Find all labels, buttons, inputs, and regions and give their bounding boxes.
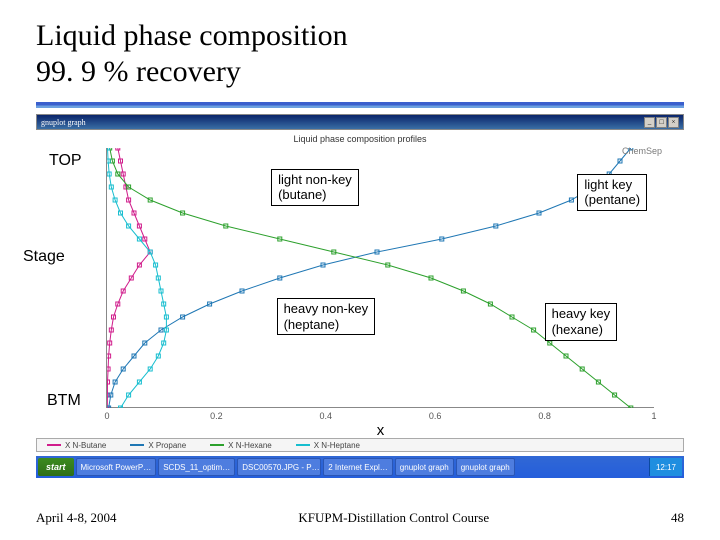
footer-page: 48	[671, 510, 684, 526]
legend-item: X N-Hexane	[210, 441, 272, 450]
legend-bar: X N-Butane X Propane X N-Hexane X N-Heptane	[36, 438, 684, 452]
maximize-button[interactable]: □	[656, 117, 667, 128]
plot-svg	[107, 148, 647, 408]
taskbar: start Microsoft PowerP…SCDS_11_optim…DSC…	[36, 456, 684, 478]
taskbar-button[interactable]: SCDS_11_optim…	[158, 458, 235, 476]
x-tick: 0.8	[538, 411, 551, 421]
window-title-text: gnuplot graph	[41, 118, 86, 127]
window-titlebar: gnuplot graph _ □ ×	[36, 114, 684, 130]
legend-item: X Propane	[130, 441, 186, 450]
label-top: TOP	[49, 152, 82, 170]
minimize-button[interactable]: _	[644, 117, 655, 128]
x-tick: 0.2	[210, 411, 223, 421]
x-tick: 0.6	[429, 411, 442, 421]
slide-footer: April 4-8, 2004 KFUPM-Distillation Contr…	[36, 510, 684, 526]
taskbar-button[interactable]: gnuplot graph	[395, 458, 454, 476]
slide-title: Liquid phase composition 99. 9 % recover…	[0, 0, 720, 96]
taskbar-button[interactable]: 2 Internet Expl…	[323, 458, 393, 476]
taskbar-button[interactable]: DSC00570.JPG - P…	[237, 458, 321, 476]
legend-item: X N-Butane	[47, 441, 106, 450]
annotation-butane: light non-key(butane)	[271, 169, 359, 206]
chart-window: gnuplot graph _ □ × Liquid phase composi…	[36, 114, 684, 434]
annotation-pentane: light key(pentane)	[577, 174, 647, 211]
watermark: ChemSep	[622, 146, 662, 156]
title-line-1: Liquid phase composition	[36, 18, 720, 54]
taskbar-button[interactable]: gnuplot graph	[456, 458, 515, 476]
x-tick: 1	[651, 411, 656, 421]
plot-title: Liquid phase composition profiles	[36, 130, 684, 144]
footer-course: KFUPM-Distillation Control Course	[298, 510, 489, 526]
plot-area: TOP Stage BTM ChemSep light non-key(buta…	[106, 148, 654, 408]
label-btm: BTM	[47, 392, 81, 410]
annotation-hexane: heavy key(hexane)	[545, 303, 618, 340]
title-line-2: 99. 9 % recovery	[36, 54, 720, 90]
footer-date: April 4-8, 2004	[36, 510, 117, 526]
taskbar-button[interactable]: Microsoft PowerP…	[76, 458, 157, 476]
system-tray: 12:17	[649, 458, 682, 476]
close-button[interactable]: ×	[668, 117, 679, 128]
label-stage: Stage	[23, 248, 65, 266]
legend-item: X N-Heptane	[296, 441, 360, 450]
start-button[interactable]: start	[38, 458, 74, 476]
window-controls: _ □ ×	[644, 117, 679, 128]
x-tick: 0.4	[320, 411, 333, 421]
x-tick: 0	[104, 411, 109, 421]
x-axis-label: x	[377, 422, 385, 439]
annotation-heptane: heavy non-key(heptane)	[277, 298, 376, 335]
title-underline	[36, 102, 684, 108]
